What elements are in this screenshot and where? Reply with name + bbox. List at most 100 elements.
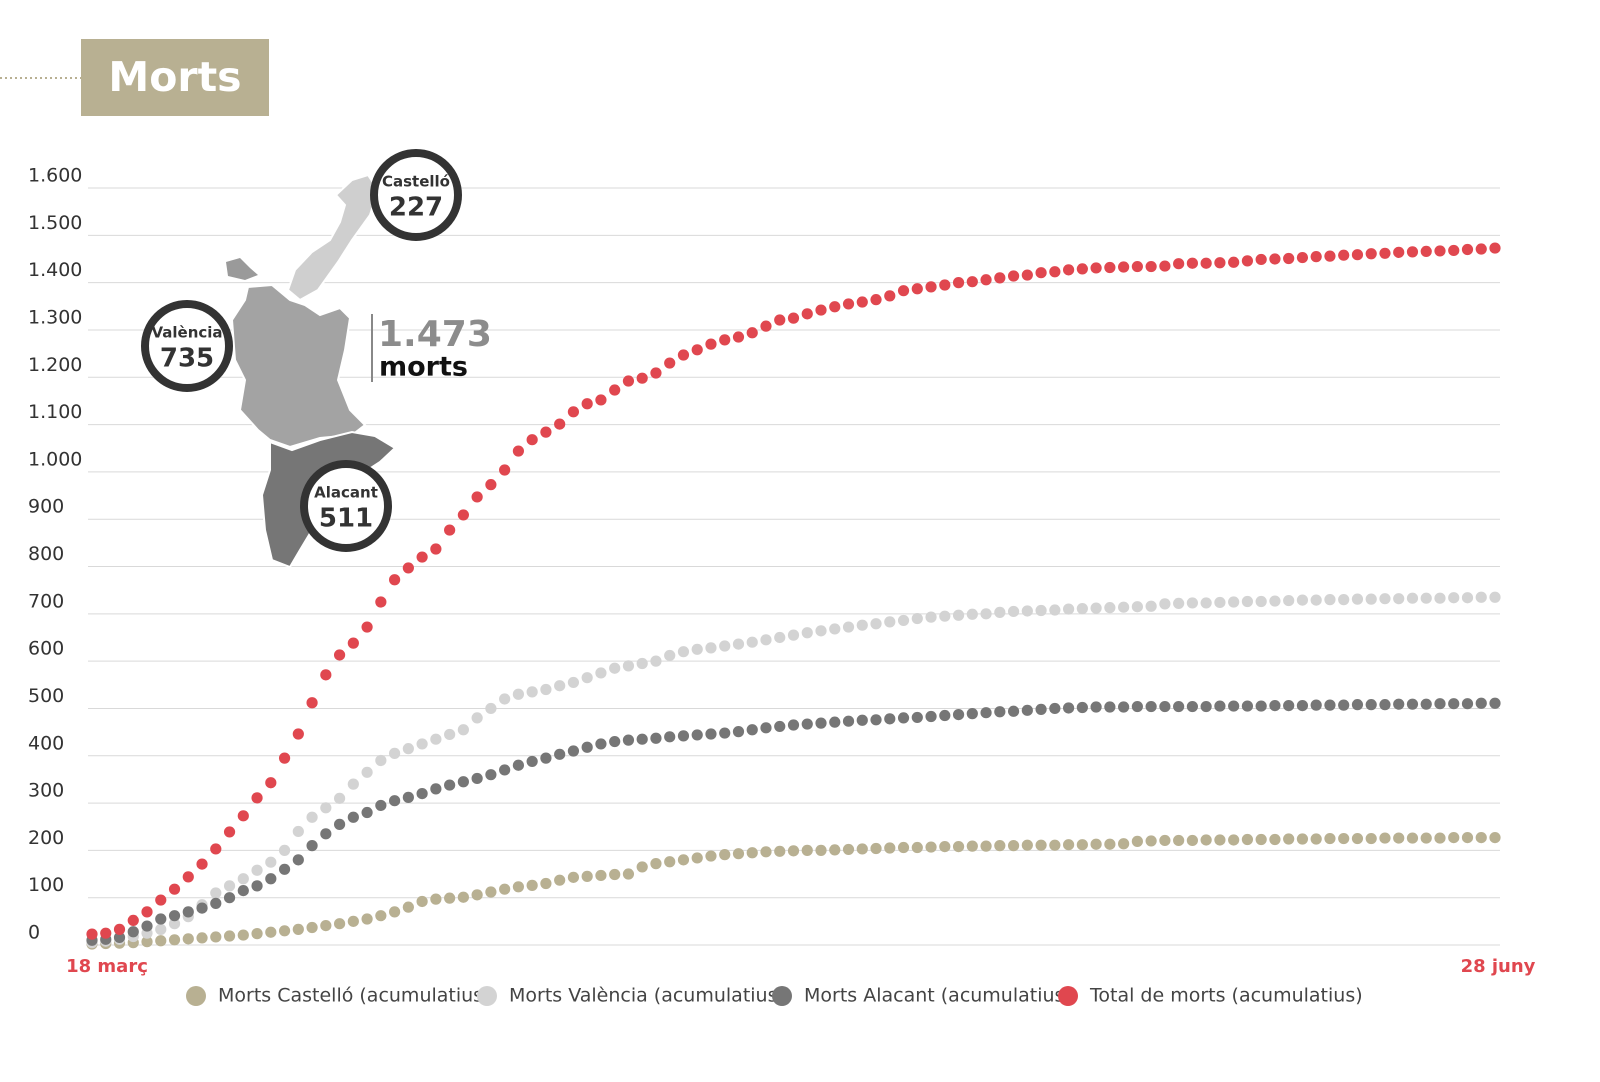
data-dot xyxy=(595,869,607,882)
data-dot xyxy=(210,931,222,943)
data-dot xyxy=(1186,597,1198,609)
data-dot xyxy=(1076,701,1088,714)
data-dot xyxy=(499,764,511,776)
data-dot xyxy=(787,845,800,857)
map-badge-name: València xyxy=(151,324,222,342)
data-dot xyxy=(856,843,868,855)
data-dot xyxy=(196,858,208,870)
data-dot xyxy=(389,906,401,918)
data-dot xyxy=(1448,698,1460,710)
data-dot xyxy=(719,727,731,739)
data-dot xyxy=(1406,832,1419,844)
data-dot xyxy=(760,320,772,332)
y-tick-label: 600 xyxy=(28,638,64,660)
data-dot xyxy=(1159,700,1171,713)
data-dot xyxy=(1200,834,1212,846)
data-dot xyxy=(994,706,1006,718)
data-dot xyxy=(1296,251,1309,264)
data-dot xyxy=(994,606,1006,618)
data-dot xyxy=(1351,699,1364,711)
legend-label: Morts Castelló (acumulatius) xyxy=(218,985,491,1007)
data-dot xyxy=(952,609,965,621)
data-dot xyxy=(581,672,593,684)
data-dot xyxy=(361,913,373,925)
data-dot xyxy=(1173,597,1185,610)
data-dot xyxy=(870,294,882,306)
data-dot xyxy=(182,906,194,918)
data-dot xyxy=(333,918,346,930)
data-dot xyxy=(444,779,456,791)
grid: 0 100 200 300 400 500 600 700 800 900 1.000 1.100 1.… xyxy=(28,165,1536,978)
data-dot xyxy=(1406,698,1419,710)
data-dot xyxy=(1200,700,1212,713)
data-dot xyxy=(375,799,387,812)
total-unit: morts xyxy=(379,352,468,383)
data-dot xyxy=(829,844,841,856)
data-dot xyxy=(1104,838,1116,850)
data-dot xyxy=(182,933,194,945)
data-dot xyxy=(155,935,167,947)
data-dot xyxy=(581,398,593,410)
data-dot xyxy=(842,621,855,633)
data-dot xyxy=(1145,835,1157,847)
data-dot xyxy=(925,281,937,293)
data-dot xyxy=(705,642,717,654)
marks xyxy=(86,242,1501,950)
data-dot xyxy=(223,880,236,892)
data-dot xyxy=(1475,591,1487,603)
map-badge-name: Alacant xyxy=(314,484,378,502)
data-dot xyxy=(416,788,428,800)
data-dot xyxy=(457,891,469,903)
data-dot xyxy=(1186,834,1198,847)
data-dot xyxy=(100,927,112,939)
data-dot xyxy=(884,290,896,302)
data-dot xyxy=(1338,832,1350,845)
data-dot xyxy=(1351,249,1364,261)
x-tick-label: 28 juny xyxy=(1461,956,1536,977)
data-dot xyxy=(1145,700,1157,713)
data-dot xyxy=(801,844,813,856)
data-dot xyxy=(1269,699,1281,712)
data-dot xyxy=(512,688,525,700)
data-dot xyxy=(251,880,263,892)
data-dot xyxy=(884,842,896,854)
data-dot xyxy=(113,923,126,935)
data-dot xyxy=(347,778,359,790)
data-dot xyxy=(732,331,745,343)
y-tick-label: 1.000 xyxy=(28,448,82,470)
data-dot xyxy=(292,923,304,935)
data-dot xyxy=(1434,832,1446,844)
data-dot xyxy=(540,877,552,890)
data-dot xyxy=(1420,245,1432,257)
data-dot xyxy=(746,724,758,736)
data-dot xyxy=(1324,250,1336,262)
data-dot xyxy=(1448,832,1460,844)
data-dot xyxy=(691,643,703,655)
data-dot xyxy=(389,747,401,759)
y-tick-label: 1.100 xyxy=(28,401,82,423)
data-dot xyxy=(347,811,359,823)
data-dot xyxy=(705,850,717,862)
data-dot xyxy=(622,868,635,880)
data-dot xyxy=(251,864,263,876)
data-dot xyxy=(622,734,635,746)
data-dot xyxy=(1310,833,1322,845)
data-dot xyxy=(223,892,236,904)
data-dot xyxy=(320,920,332,932)
data-dot xyxy=(719,640,731,652)
data-dot xyxy=(691,729,703,741)
data-dot xyxy=(402,743,414,755)
data-dot xyxy=(127,914,139,926)
data-dot xyxy=(375,754,387,767)
data-dot xyxy=(952,840,965,853)
legend-swatch xyxy=(186,986,206,1006)
data-dot xyxy=(375,596,387,608)
data-dot xyxy=(774,845,786,857)
data-dot xyxy=(1324,594,1336,606)
data-dot xyxy=(402,901,414,913)
region-valencia xyxy=(230,283,367,449)
data-dot xyxy=(787,719,800,731)
data-dot xyxy=(155,923,167,935)
map: 1.473 morts Castelló 227 València 735 Alacan… xyxy=(141,149,492,569)
